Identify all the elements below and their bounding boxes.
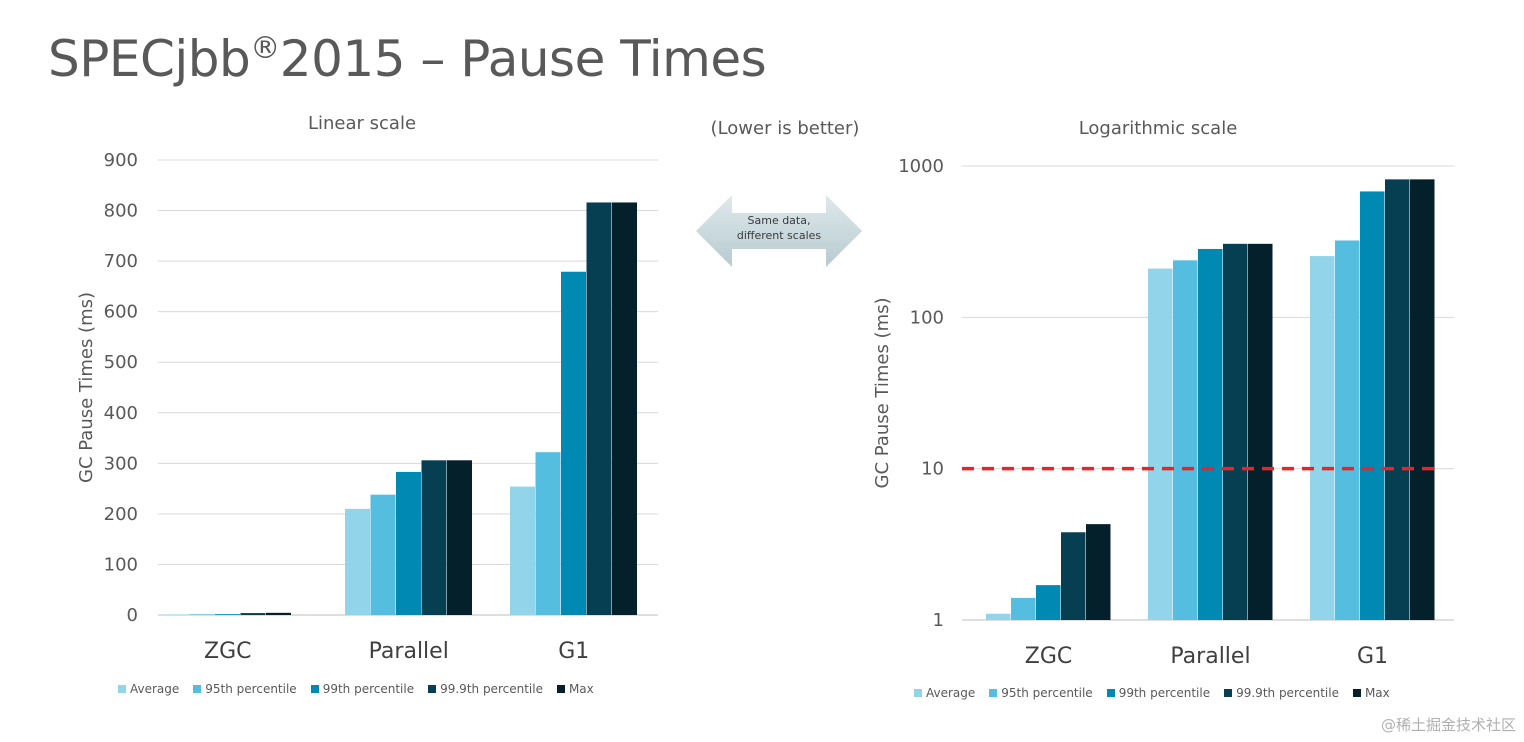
bar-max-zgc — [1086, 524, 1111, 620]
double-arrow: Same data, different scales — [694, 193, 864, 269]
chart-title: Logarithmic scale — [1079, 118, 1238, 139]
x-category-label: ZGC — [204, 639, 251, 664]
bar-average-zgc — [986, 613, 1011, 620]
legend-label: Max — [568, 682, 594, 696]
y-tick-label: 200 — [104, 504, 138, 525]
bar-95th-percentile-parallel — [1173, 260, 1198, 620]
bar-max-zgc — [266, 612, 291, 615]
legend-swatch — [118, 685, 126, 693]
bar-99th-percentile-g1 — [1360, 191, 1385, 620]
legend-swatch — [989, 689, 998, 697]
y-tick-label: 900 — [104, 150, 138, 171]
legend-log: Average 95th percentile 99th percentile 99.… — [914, 686, 1390, 700]
y-tick-label: 1 — [933, 610, 944, 631]
y-tick-label: 600 — [104, 302, 138, 323]
legend-swatch — [556, 685, 565, 693]
bar-99-9th-percentile-zgc — [240, 613, 266, 615]
y-axis-label: GC Pause Times (ms) — [872, 297, 893, 488]
bar-max-g1 — [612, 202, 637, 615]
legend-swatch — [310, 685, 319, 693]
legend-item: Average — [914, 686, 975, 700]
legend-swatch — [193, 685, 202, 693]
y-tick-label: 800 — [104, 201, 138, 222]
legend-item: 95th percentile — [989, 686, 1093, 700]
lower-is-better-note: (Lower is better) — [710, 118, 860, 139]
bar-average-g1 — [510, 486, 535, 615]
bar-max-g1 — [1410, 179, 1435, 620]
bar-max-parallel — [447, 460, 472, 615]
bar-average-g1 — [1310, 256, 1335, 620]
legend-item: Average — [118, 682, 179, 696]
x-category-label: ZGC — [1025, 644, 1072, 669]
bar-95th-percentile-parallel — [370, 494, 396, 615]
x-category-label: G1 — [1357, 644, 1388, 669]
bar-max-parallel — [1248, 243, 1273, 620]
legend-label: 95th percentile — [1001, 686, 1093, 700]
page-title: SPECjbb®2015 – Pause Times — [48, 30, 767, 88]
legend-item: Max — [1352, 686, 1390, 700]
legend-item: 99.9th percentile — [1224, 686, 1339, 700]
legend-swatch — [1106, 689, 1115, 697]
legend-swatch — [1224, 689, 1233, 697]
x-category-label: Parallel — [1170, 644, 1250, 669]
bar-99th-percentile-parallel — [1198, 248, 1223, 620]
y-tick-label: 100 — [910, 307, 944, 328]
y-tick-label: 10 — [921, 459, 944, 480]
legend-label: 99th percentile — [322, 682, 415, 696]
legend-swatch — [914, 689, 922, 697]
arrow-label-line1: Same data, — [747, 214, 811, 227]
y-tick-label: 0 — [127, 605, 138, 626]
legend-label: 99.9th percentile — [440, 682, 543, 696]
bar-95th-percentile-g1 — [535, 452, 561, 615]
bar-95th-percentile-zgc — [1011, 597, 1036, 620]
y-axis-label: GC Pause Times (ms) — [76, 292, 97, 483]
legend-label: Max — [1364, 686, 1390, 700]
y-tick-label: 400 — [104, 403, 138, 424]
legend-item: 99th percentile — [310, 682, 415, 696]
x-category-label: Parallel — [369, 639, 449, 664]
legend-label: 99.9th percentile — [1236, 686, 1339, 700]
legend-label: 99th percentile — [1118, 686, 1211, 700]
bar-99th-percentile-zgc — [1036, 585, 1061, 620]
watermark: @稀土掘金技术社区 — [1380, 716, 1516, 734]
linear-scale-chart: Linear scale GC Pause Times (ms) 0 100 200 30… — [76, 113, 658, 664]
legend-item: 95th percentile — [193, 682, 297, 696]
arrow-label: Same data, different scales — [694, 213, 864, 243]
legend-label: Average — [926, 686, 976, 700]
y-tick-label: 1000 — [898, 156, 944, 177]
bar-99th-percentile-parallel — [396, 471, 421, 615]
double-arrow-icon — [696, 195, 862, 267]
bar-99th-percentile-zgc — [215, 614, 240, 615]
bar-99-9th-percentile-zgc — [1061, 532, 1086, 620]
y-tick-label: 500 — [104, 352, 138, 373]
y-tick-label: 100 — [104, 554, 138, 575]
legend-item: 99.9th percentile — [428, 682, 543, 696]
arrow-label-line2: different scales — [736, 229, 822, 242]
bar-95th-percentile-g1 — [1335, 240, 1360, 620]
legend-swatch — [428, 685, 437, 693]
legend-swatch — [1352, 689, 1361, 697]
legend-linear: Average 95th percentile 99th percentile 99.… — [118, 682, 594, 696]
x-category-label: G1 — [558, 639, 589, 664]
bar-95th-percentile-zgc — [189, 614, 215, 615]
y-tick-label: 700 — [104, 251, 138, 272]
bar-99-9th-percentile-parallel — [1223, 243, 1248, 620]
legend-label: Average — [130, 682, 180, 696]
bar-average-parallel — [1148, 268, 1173, 620]
legend-item: Max — [556, 682, 594, 696]
bar-average-zgc — [164, 614, 189, 615]
legend-item: 99th percentile — [1106, 686, 1211, 700]
y-tick-label: 300 — [104, 453, 138, 474]
bar-99th-percentile-g1 — [561, 271, 586, 615]
bar-99-9th-percentile-g1 — [586, 202, 612, 615]
legend-label: 95th percentile — [205, 682, 297, 696]
chart-title: Linear scale — [308, 113, 416, 134]
bar-average-parallel — [345, 508, 370, 615]
bar-99-9th-percentile-g1 — [1385, 179, 1410, 620]
bar-99-9th-percentile-parallel — [421, 460, 447, 615]
